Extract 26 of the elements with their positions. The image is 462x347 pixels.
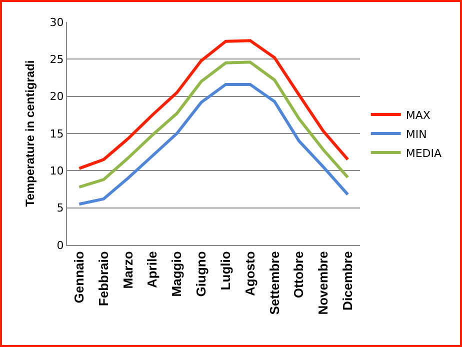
legend-label: MEDIA	[406, 146, 442, 160]
y-tick-label: 25	[50, 53, 64, 66]
x-tick-label: Maggio	[169, 251, 184, 297]
x-tick-label: Novembre	[316, 251, 331, 315]
line-series	[78, 82, 350, 206]
y-axis-title: Temperature in centigradi	[23, 60, 38, 207]
legend-label: MIN	[406, 128, 427, 141]
line-series	[78, 39, 350, 170]
x-tick-label: Marzo	[120, 251, 136, 289]
y-tick-label: 15	[50, 127, 64, 140]
legend-label: MAX	[406, 108, 431, 122]
x-tick-label: Agosto	[242, 251, 258, 296]
y-tick-label: 20	[50, 90, 64, 104]
x-tick-label: Dicembre	[340, 251, 356, 310]
x-tick-label: Luglio	[218, 251, 233, 290]
x-tick-label: Settembre	[266, 251, 282, 315]
line-series	[78, 60, 350, 189]
x-tick-label: Febbraio	[96, 251, 111, 306]
x-tick-label: Gennaio	[71, 251, 86, 304]
x-tick-label: Aprile	[144, 251, 160, 288]
y-tick-label: 0	[56, 238, 64, 252]
y-tick-label: 10	[50, 164, 64, 178]
x-tick-label: Giugno	[194, 251, 209, 297]
x-tick-label: Ottobre	[291, 251, 306, 298]
y-tick-label: 5	[56, 202, 64, 215]
y-tick-label: 30	[50, 16, 64, 29]
